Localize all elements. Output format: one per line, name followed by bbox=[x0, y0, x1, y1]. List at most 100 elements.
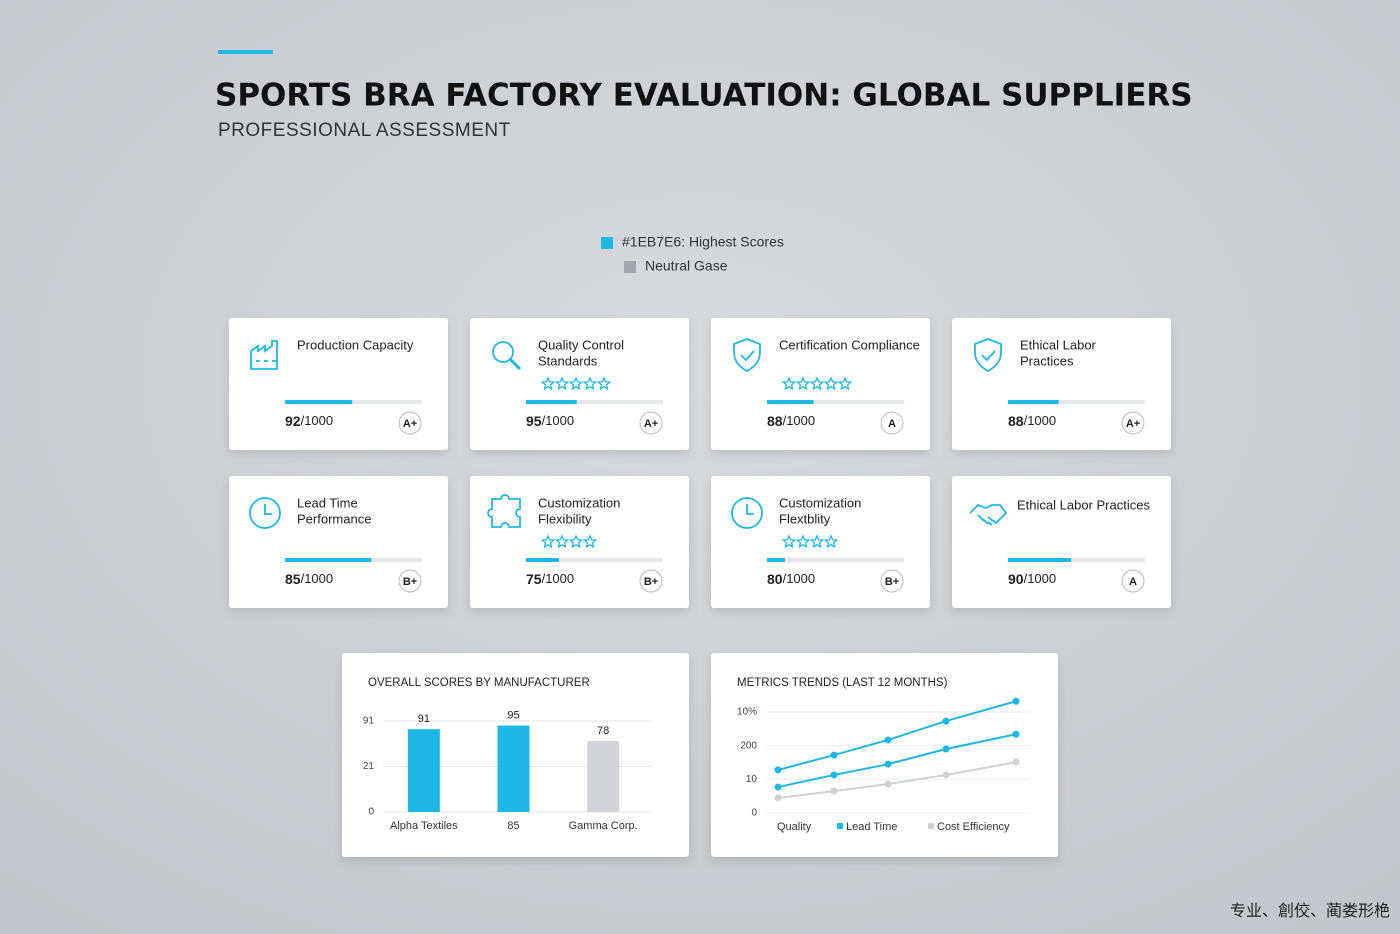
line-point bbox=[942, 717, 950, 725]
metric-card bbox=[952, 318, 1171, 450]
rating-star bbox=[582, 376, 598, 391]
legend-label: Lead Time bbox=[846, 821, 897, 833]
icon-part bbox=[492, 341, 514, 363]
score-value: 88 bbox=[767, 413, 783, 429]
score-value: 95 bbox=[526, 413, 542, 429]
y-tick-label: 10 bbox=[746, 774, 758, 785]
card-score: 75/1000 bbox=[526, 571, 574, 587]
bar-value-label: 95 bbox=[507, 709, 519, 721]
rating-star bbox=[781, 534, 797, 549]
line-point bbox=[774, 766, 782, 774]
card-title: Certification Compliance bbox=[779, 337, 920, 352]
metric-card bbox=[229, 318, 448, 450]
rating-star bbox=[540, 376, 556, 391]
line-point bbox=[830, 787, 838, 795]
icon-part bbox=[733, 338, 761, 373]
page-title: SPORTS BRA FACTORY EVALUATION: GLOBAL SU… bbox=[215, 78, 1193, 114]
progress-fill bbox=[285, 558, 372, 562]
grade-label: A+ bbox=[1126, 418, 1140, 430]
line-point bbox=[774, 783, 782, 791]
progress-track bbox=[526, 400, 663, 404]
y-tick-label: 0 bbox=[751, 808, 757, 819]
bar bbox=[407, 729, 440, 812]
rating-star bbox=[781, 376, 797, 391]
progress-track bbox=[526, 558, 663, 562]
score-suffix: /1000 bbox=[301, 571, 334, 586]
score-suffix: /1000 bbox=[542, 571, 575, 586]
card-title: Flextblity bbox=[779, 511, 831, 526]
icon-part bbox=[746, 504, 754, 515]
progress-track bbox=[285, 400, 422, 404]
bar-value-label: 78 bbox=[597, 725, 609, 737]
rating-star bbox=[809, 534, 825, 549]
accent-bar bbox=[218, 50, 273, 54]
line-point bbox=[884, 780, 892, 788]
progress-track bbox=[1008, 558, 1145, 562]
grade-label: A+ bbox=[403, 418, 417, 430]
rating-star bbox=[582, 534, 598, 549]
score-suffix: /1000 bbox=[1024, 571, 1057, 586]
score-value: 80 bbox=[767, 571, 783, 587]
card-title: Quality Control bbox=[538, 337, 624, 352]
card-icon bbox=[731, 497, 763, 529]
score-value: 88 bbox=[1008, 413, 1024, 429]
y-tick-label: 10% bbox=[737, 707, 757, 718]
page-subtitle: PROFESSIONAL ASSESSMENT bbox=[218, 120, 511, 141]
footer-text: 专业、創佼、蔺娄形栬 bbox=[1230, 902, 1390, 920]
score-value: 90 bbox=[1008, 571, 1024, 587]
card-title: Standards bbox=[538, 353, 598, 368]
bar-value-label: 91 bbox=[418, 713, 430, 725]
rating-star bbox=[540, 534, 556, 549]
score-suffix: /1000 bbox=[783, 413, 816, 428]
rating-star bbox=[568, 534, 584, 549]
grade-label: B+ bbox=[885, 576, 899, 588]
icon-part bbox=[969, 503, 1008, 526]
legend-swatch bbox=[601, 237, 613, 249]
rating-star bbox=[795, 376, 811, 391]
score-value: 92 bbox=[285, 413, 301, 429]
rating-star bbox=[837, 376, 853, 391]
bar bbox=[587, 741, 620, 812]
card-title: Flexibility bbox=[538, 511, 592, 526]
progress-track bbox=[767, 558, 904, 562]
card-score: 90/1000 bbox=[1008, 571, 1056, 587]
grade-label: B+ bbox=[403, 576, 417, 588]
card-score: 88/1000 bbox=[767, 413, 815, 429]
y-tick-label: 91 bbox=[363, 716, 375, 727]
line-point bbox=[942, 745, 950, 753]
grade-badge bbox=[1121, 411, 1145, 435]
score-value: 75 bbox=[526, 571, 542, 587]
progress-track bbox=[767, 400, 904, 404]
y-tick-label: 21 bbox=[363, 761, 375, 772]
chart-card bbox=[711, 653, 1058, 857]
card-icon bbox=[250, 340, 278, 370]
legend-swatch bbox=[837, 823, 843, 829]
metric-card bbox=[229, 476, 448, 608]
card-title: Practices bbox=[1020, 353, 1074, 368]
icon-part bbox=[974, 338, 1002, 373]
progress-track bbox=[1008, 400, 1145, 404]
chart-title: OVERALL SCORES BY MANUFACTURER bbox=[368, 677, 590, 689]
x-tick-label: Gamma Corp. bbox=[569, 820, 638, 832]
progress-fill bbox=[1008, 400, 1059, 404]
y-tick-label: 200 bbox=[740, 740, 757, 751]
card-score: 95/1000 bbox=[526, 413, 574, 429]
legend-label: Cost Efficiency bbox=[937, 821, 1010, 833]
icon-part bbox=[731, 497, 763, 529]
grade-badge bbox=[880, 411, 904, 435]
rating-star bbox=[554, 376, 570, 391]
line-point bbox=[1012, 697, 1020, 705]
legend-label: Quality bbox=[777, 821, 812, 833]
grade-badge bbox=[639, 569, 663, 593]
card-title: Production Capacity bbox=[297, 337, 414, 352]
legend-label: #1EB7E6: Highest Scores bbox=[622, 234, 784, 250]
rating-star bbox=[809, 376, 825, 391]
line-point bbox=[1012, 758, 1020, 766]
card-icon bbox=[733, 338, 761, 373]
x-tick-label: 85 bbox=[507, 820, 519, 832]
progress-fill bbox=[285, 400, 353, 404]
card-icon bbox=[487, 494, 521, 528]
card-icon bbox=[974, 338, 1002, 373]
line-point bbox=[942, 771, 950, 779]
